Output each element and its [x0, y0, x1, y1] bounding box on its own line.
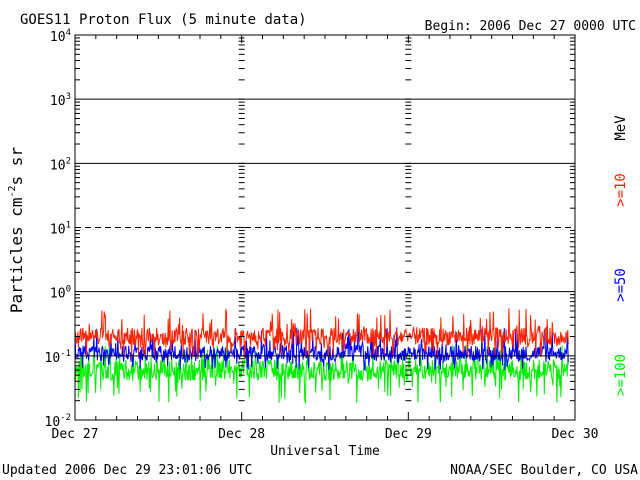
y-tick-label: 100: [50, 285, 71, 302]
y-tick-label: 104: [50, 28, 71, 45]
x-tick-labels: Dec 27 Dec 28 Dec 29 Dec 30: [52, 427, 599, 442]
x-tick-label: Dec 30: [552, 427, 599, 442]
legend-series-label: >=100: [613, 354, 629, 396]
series-line: [74, 308, 569, 359]
chart-title: GOES11 Proton Flux (5 minute data): [20, 12, 307, 28]
legend-series-label: >=50: [613, 268, 629, 302]
legend: MeV >=10 >=50 >=100: [613, 115, 629, 396]
legend-unit-label: MeV: [613, 115, 629, 141]
x-tick-label: Dec 27: [52, 427, 99, 442]
plot-frame: [74, 34, 576, 421]
series-layer: [74, 308, 569, 404]
x-tick-label: Dec 29: [385, 427, 432, 442]
y-axis-label: Particles cm-2s sr: [7, 147, 26, 314]
footer-updated: Updated 2006 Dec 29 23:01:06 UTC: [2, 463, 252, 478]
series-line: [74, 344, 569, 404]
y-tick-label: 10-2: [45, 413, 72, 430]
y-tick-label: 10-1: [45, 349, 72, 366]
grid-layer: [74, 35, 576, 421]
y-tick-label: 103: [50, 92, 71, 109]
begin-label: Begin: 2006 Dec 27 0000 UTC: [425, 19, 636, 34]
y-tick-label: 101: [50, 221, 71, 238]
legend-series-label: >=10: [613, 173, 629, 207]
x-axis-label: Universal Time: [270, 444, 380, 459]
y-tick-labels: 10-2 10-1 100 101 102 103 104: [45, 28, 72, 430]
footer-credit: NOAA/SEC Boulder, CO USA: [450, 463, 638, 478]
y-tick-label: 102: [50, 156, 71, 173]
series-line: [74, 327, 569, 372]
x-tick-label: Dec 28: [218, 427, 265, 442]
